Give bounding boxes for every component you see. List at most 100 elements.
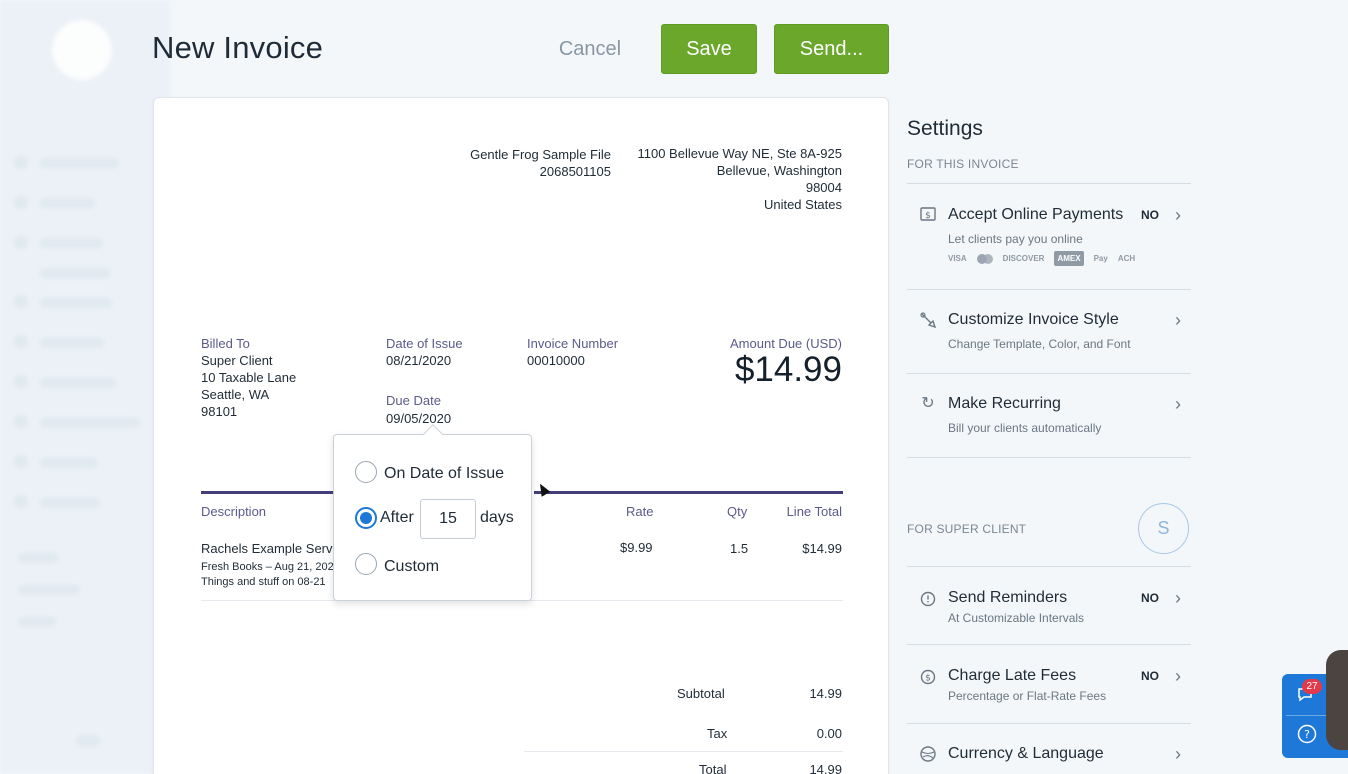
client-avatar[interactable]: S [1138, 503, 1189, 554]
address-postal: 98004 [805, 180, 842, 195]
radio-label-issue[interactable]: On Date of Issue [384, 465, 505, 482]
brush-icon [919, 311, 937, 329]
date-of-issue-value[interactable]: 08/21/2020 [386, 353, 452, 368]
radio-after[interactable] [355, 507, 377, 529]
svg-text:$: $ [925, 674, 931, 684]
settings-divider [907, 723, 1191, 724]
table-header-rule [201, 491, 335, 494]
save-button[interactable]: Save [661, 24, 757, 74]
line-item-sub2: Things and stuff on 08-21 [201, 576, 326, 588]
globe-icon [919, 745, 937, 763]
table-header-rule [534, 491, 843, 494]
customize-style-desc: Change Template, Color, and Font [948, 337, 1131, 351]
column-description: Description [201, 504, 267, 519]
billed-to-block[interactable]: Super Client 10 Taxable Lane Seattle, WA… [201, 352, 296, 420]
address-country: United States [763, 197, 842, 212]
invoice-number-value[interactable]: 00010000 [527, 353, 585, 368]
nav-item[interactable] [18, 585, 80, 595]
column-line-total: Line Total [786, 504, 842, 519]
billed-to-label: Billed To [201, 336, 250, 351]
address-line2: Bellevue, Washington [716, 163, 842, 178]
nav-icon [76, 735, 100, 747]
send-button[interactable]: Send... [774, 24, 889, 74]
nav-item[interactable] [40, 338, 104, 348]
customize-style-title: Customize Invoice Style [948, 311, 1119, 328]
currency-language[interactable]: Currency & Language › [907, 744, 1191, 769]
settings-divider [907, 644, 1191, 645]
client-street: 10 Taxable Lane [201, 370, 297, 385]
cancel-button[interactable]: Cancel [540, 24, 640, 74]
line-item-sub1: Fresh Books – Aug 21, 202 [201, 561, 334, 573]
settings-divider [907, 289, 1191, 290]
column-rate: Rate [626, 504, 654, 519]
days-label: days [480, 509, 514, 526]
accept-online-payments[interactable]: $ Accept Online Payments Let clients pay… [907, 205, 1191, 270]
settings-divider [907, 183, 1191, 184]
nav-icon [14, 495, 28, 509]
nav-item[interactable] [40, 418, 140, 428]
nav-item[interactable] [40, 198, 95, 208]
radio-label-custom[interactable]: Custom [384, 558, 440, 575]
mastercard-icon [976, 253, 993, 264]
nav-item[interactable] [40, 498, 100, 508]
business-name: Gentle Frog Sample File [470, 147, 611, 162]
line-item-rate[interactable]: $9.99 [620, 540, 653, 555]
business-info[interactable]: Gentle Frog Sample File 2068501105 [470, 146, 611, 180]
settings-title: Settings [907, 117, 983, 140]
nav-item[interactable] [40, 458, 98, 468]
due-date-value[interactable]: 09/05/2020 [386, 411, 452, 426]
nav-item[interactable] [18, 553, 58, 563]
late-fees-desc: Percentage or Flat-Rate Fees [948, 689, 1107, 703]
sidebar-nav [0, 0, 170, 774]
help-icon[interactable]: ? [1294, 723, 1320, 749]
nav-item[interactable] [40, 238, 102, 248]
nav-icon [14, 335, 28, 349]
visa-logo: VISA [948, 254, 967, 264]
line-item-description[interactable]: Rachels Example Serv [201, 541, 333, 556]
nav-item[interactable] [18, 617, 56, 627]
discover-logo: DISCOVER [1002, 254, 1045, 264]
currency-title: Currency & Language [948, 745, 1104, 762]
accept-payments-desc: Let clients pay you online [948, 232, 1083, 246]
column-qty: Qty [727, 504, 748, 519]
page-title: New Invoice [152, 30, 324, 65]
nav-item[interactable] [40, 298, 112, 308]
nav-icon [14, 195, 28, 209]
make-recurring-title: Make Recurring [948, 395, 1061, 412]
help-divider [1286, 715, 1342, 716]
nav-item[interactable] [40, 268, 110, 278]
chevron-right-icon: › [1175, 205, 1181, 225]
total-value: 14.99 [809, 762, 842, 774]
business-address[interactable]: 1100 Bellevue Way NE, Ste 8A-925 Bellevu… [637, 145, 842, 213]
radio-label-after[interactable]: After [380, 509, 414, 526]
nav-item[interactable] [40, 158, 118, 168]
nav-icon [14, 295, 28, 309]
due-date-popover: On Date of Issue After days Custom [333, 424, 532, 601]
svg-text:$: $ [925, 211, 931, 221]
accept-payments-title: Accept Online Payments [948, 206, 1124, 223]
notification-badge: 27 [1302, 679, 1322, 694]
late-fee-icon: $ [919, 667, 937, 685]
svg-text:?: ? [1304, 728, 1310, 741]
total-label: Total [699, 762, 727, 774]
amex-logo: AMEX [1054, 251, 1084, 267]
subtotal-label: Subtotal [677, 686, 725, 701]
account-logo[interactable] [52, 20, 112, 80]
make-recurring[interactable]: ↻ Make Recurring Bill your clients autom… [907, 394, 1191, 439]
apple-pay-logo: Pay [1093, 254, 1108, 264]
chevron-right-icon: › [1175, 394, 1181, 414]
radio-custom[interactable] [355, 553, 377, 575]
tax-value: 0.00 [816, 726, 842, 741]
invoice-sheet: Gentle Frog Sample File 2068501105 1100 … [153, 97, 889, 774]
days-input[interactable] [420, 499, 476, 539]
nav-item[interactable] [40, 378, 116, 388]
chevron-right-icon: › [1175, 310, 1181, 330]
radio-on-date-of-issue[interactable] [355, 461, 377, 483]
send-reminders[interactable]: Send Reminders At Customizable Intervals… [907, 588, 1191, 629]
invoice-number-label: Invoice Number [527, 336, 619, 351]
line-item-qty[interactable]: 1.5 [730, 541, 749, 556]
chevron-right-icon: › [1175, 588, 1181, 608]
nav-icon [14, 415, 28, 429]
charge-late-fees[interactable]: $ Charge Late Fees Percentage or Flat-Ra… [907, 666, 1191, 707]
customize-invoice-style[interactable]: Customize Invoice Style Change Template,… [907, 310, 1191, 355]
